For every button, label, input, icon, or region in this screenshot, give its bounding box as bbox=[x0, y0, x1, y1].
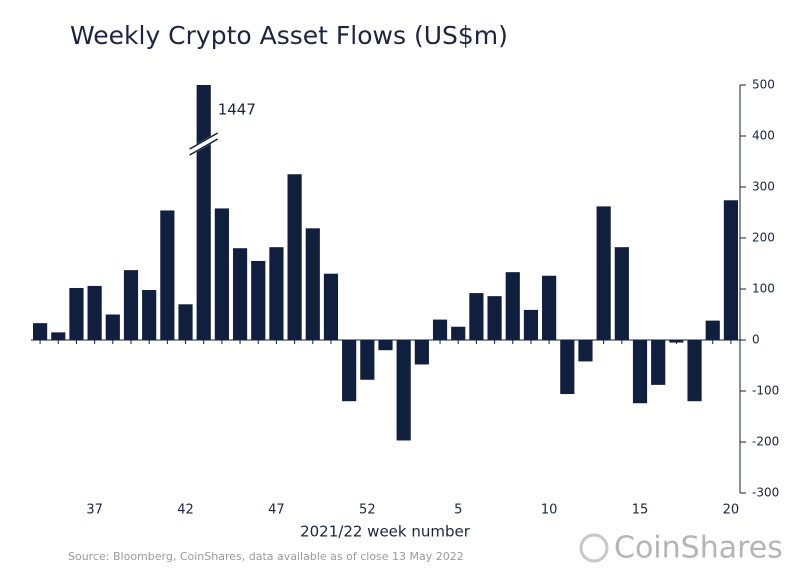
x-tick-label: 52 bbox=[359, 503, 376, 518]
y-tick-label: 500 bbox=[752, 78, 775, 92]
y-tick-label: 0 bbox=[752, 333, 760, 347]
bar bbox=[632, 340, 648, 404]
x-tick-label: 15 bbox=[632, 503, 649, 518]
source-note: Source: Bloomberg, CoinShares, data avai… bbox=[68, 550, 464, 563]
logo: CoinShares bbox=[579, 531, 783, 566]
y-tick-label: -200 bbox=[752, 435, 779, 449]
bar bbox=[378, 340, 393, 351]
bar bbox=[614, 247, 629, 340]
bar bbox=[523, 309, 539, 340]
bar bbox=[596, 206, 611, 340]
bar bbox=[432, 319, 448, 340]
x-tick-label: 42 bbox=[177, 503, 194, 518]
axis-break bbox=[187, 132, 220, 156]
y-tick-label: 200 bbox=[752, 231, 775, 245]
axis-break bbox=[189, 138, 219, 156]
bar bbox=[487, 296, 502, 340]
logo-icon bbox=[579, 533, 609, 563]
y-tick-label: 400 bbox=[752, 129, 775, 143]
bar bbox=[342, 340, 357, 402]
bar bbox=[87, 285, 102, 340]
bar bbox=[414, 340, 429, 365]
bar bbox=[251, 260, 266, 340]
x-tick-label: 37 bbox=[86, 503, 103, 518]
y-tick-label: 300 bbox=[752, 180, 775, 194]
bar bbox=[142, 290, 157, 340]
bar bbox=[396, 340, 411, 441]
bar bbox=[32, 323, 48, 340]
bar bbox=[560, 340, 575, 395]
bar bbox=[51, 332, 66, 340]
bar bbox=[669, 340, 684, 343]
bar bbox=[269, 247, 284, 340]
bar bbox=[69, 287, 84, 340]
bar bbox=[323, 273, 339, 340]
logo-text: CoinShares bbox=[614, 531, 783, 566]
bar bbox=[287, 174, 302, 340]
axis-break bbox=[189, 132, 219, 150]
bar bbox=[687, 340, 702, 402]
bar bbox=[232, 248, 248, 340]
chart-title: Weekly Crypto Asset Flows (US$m) bbox=[70, 21, 508, 50]
data-label: 1447 bbox=[218, 101, 256, 119]
bar bbox=[469, 293, 484, 340]
bar bbox=[105, 314, 120, 340]
x-tick-label: 10 bbox=[541, 503, 558, 518]
bar bbox=[505, 272, 520, 340]
bar bbox=[196, 85, 211, 340]
bar bbox=[360, 340, 375, 380]
x-axis-label: 2021/22 week number bbox=[300, 523, 471, 541]
bar bbox=[542, 275, 557, 340]
y-tick-label: -300 bbox=[752, 486, 779, 500]
bar bbox=[451, 326, 466, 340]
bar bbox=[123, 270, 139, 340]
bar bbox=[305, 228, 320, 340]
bar bbox=[651, 340, 666, 385]
bar bbox=[705, 320, 720, 340]
bar bbox=[178, 304, 193, 340]
y-tick-label: -100 bbox=[752, 384, 779, 398]
bar bbox=[723, 200, 739, 340]
x-tick-label: 47 bbox=[268, 503, 285, 518]
bar bbox=[214, 208, 229, 340]
bar bbox=[578, 340, 593, 362]
x-tick-label: 5 bbox=[454, 503, 462, 518]
bar bbox=[160, 210, 175, 340]
x-tick-label: 20 bbox=[723, 503, 740, 518]
y-tick-label: 100 bbox=[752, 282, 775, 296]
